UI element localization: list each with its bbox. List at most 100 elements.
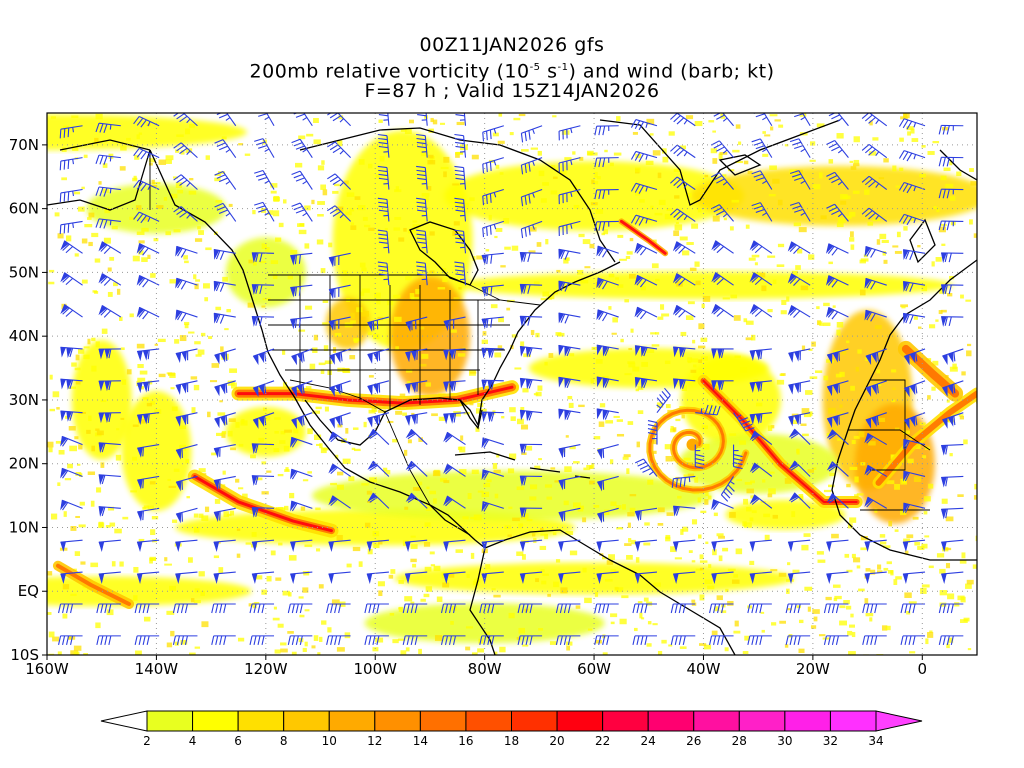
vorticity-speckle (565, 435, 569, 438)
wind-barb (482, 220, 504, 238)
vorticity-speckle (573, 461, 580, 464)
vorticity-speckle (624, 299, 629, 303)
wind-barb (902, 571, 926, 584)
wind-barb (864, 464, 888, 477)
y-tick-label: 60N (9, 200, 39, 218)
vorticity-speckle (258, 437, 265, 443)
wind-barb (941, 539, 964, 553)
vorticity-speckle (932, 140, 940, 144)
vorticity-speckle (274, 430, 279, 434)
vorticity-speckle (420, 151, 428, 157)
wind-barb (733, 444, 743, 470)
wind-barb (826, 380, 849, 397)
vorticity-speckle (874, 325, 882, 330)
wind-barb (377, 165, 390, 190)
vorticity-speckle (83, 354, 90, 360)
vorticity-speckle (352, 546, 361, 552)
vorticity-speckle (712, 549, 717, 556)
vorticity-speckle (552, 115, 557, 118)
vorticity-speckle (772, 514, 778, 519)
vorticity-speckle (921, 144, 926, 148)
vorticity-speckle (135, 205, 142, 211)
vorticity-speckle (823, 375, 829, 381)
vorticity-speckle (572, 151, 576, 155)
wind-barb (670, 113, 696, 127)
vorticity-speckle (149, 162, 153, 166)
vorticity-speckle (304, 609, 310, 612)
vorticity-speckle (965, 583, 972, 589)
jet-streak (702, 379, 858, 503)
vorticity-speckle (704, 174, 709, 178)
vorticity-speckle (762, 479, 766, 483)
vorticity-speckle (358, 159, 365, 165)
vorticity-speckle (700, 510, 707, 514)
vorticity-speckle (395, 186, 399, 191)
vorticity-speckle (471, 154, 479, 160)
wind-barb (327, 173, 352, 190)
vorticity-speckle (790, 419, 798, 425)
wind-barb (751, 202, 773, 222)
vorticity-speckle (808, 254, 815, 260)
vorticity-speckle (691, 560, 696, 563)
colorbar-label: 10 (322, 734, 337, 748)
wind-barb (328, 571, 351, 584)
vorticity-speckle (540, 533, 548, 536)
vorticity-speckle (90, 500, 95, 507)
vorticity-speckle (101, 328, 108, 334)
wind-barb (903, 412, 926, 430)
vorticity-speckle (429, 551, 435, 555)
vorticity-speckle (270, 550, 276, 556)
vorticity-speckle (685, 192, 692, 198)
vorticity-speckle (276, 507, 284, 511)
vorticity-speckle (705, 541, 709, 545)
vorticity-speckle (149, 481, 156, 485)
vorticity-speckle (501, 416, 505, 419)
vorticity-speckle (195, 354, 202, 357)
vorticity-speckle (734, 355, 741, 358)
vorticity-speckle (594, 591, 599, 597)
wind-barb (864, 432, 888, 446)
vorticity-speckle (961, 371, 966, 376)
vorticity-speckle (439, 122, 446, 125)
vorticity-speckle (214, 498, 221, 504)
vorticity-speckle (273, 448, 280, 453)
vorticity-speckle (619, 258, 627, 261)
vorticity-speckle (211, 452, 217, 456)
vorticity-speckle (334, 183, 340, 187)
wind-barb (656, 387, 671, 414)
vorticity-speckle (817, 559, 826, 563)
wind-barb (826, 203, 849, 222)
vorticity-speckle (703, 644, 712, 650)
vorticity-speckle (609, 459, 614, 465)
vorticity-speckle (236, 528, 241, 532)
wind-barb (596, 245, 619, 258)
wind-barb (788, 428, 811, 445)
vorticity-speckle (635, 388, 640, 392)
vorticity-speckle (90, 562, 99, 568)
wind-barb (136, 348, 160, 362)
vorticity-speckle (262, 407, 267, 411)
vorticity-speckle (244, 153, 251, 156)
vorticity-speckle (521, 554, 526, 560)
vorticity-speckle (766, 471, 775, 474)
vorticity-speckle (917, 244, 921, 248)
wind-barb (634, 571, 658, 584)
vorticity-speckle (530, 329, 535, 336)
vorticity-speckle (798, 227, 807, 233)
wind-barb (326, 635, 351, 645)
vorticity-speckle (299, 223, 305, 227)
vorticity-speckle (298, 135, 306, 140)
vorticity-speckle (883, 567, 889, 571)
vorticity-speckle (622, 504, 626, 510)
vorticity-speckle (430, 117, 434, 123)
vorticity-speckle (863, 254, 868, 258)
vorticity-speckle (136, 231, 145, 235)
vorticity-speckle (881, 625, 888, 631)
vorticity-speckle (601, 556, 607, 560)
wind-barb (175, 475, 198, 492)
vorticity-speckle (174, 641, 179, 646)
vorticity-speckle (682, 526, 689, 532)
wind-barb (711, 304, 734, 318)
vorticity-speckle (582, 239, 591, 245)
wind-barb (326, 603, 351, 614)
